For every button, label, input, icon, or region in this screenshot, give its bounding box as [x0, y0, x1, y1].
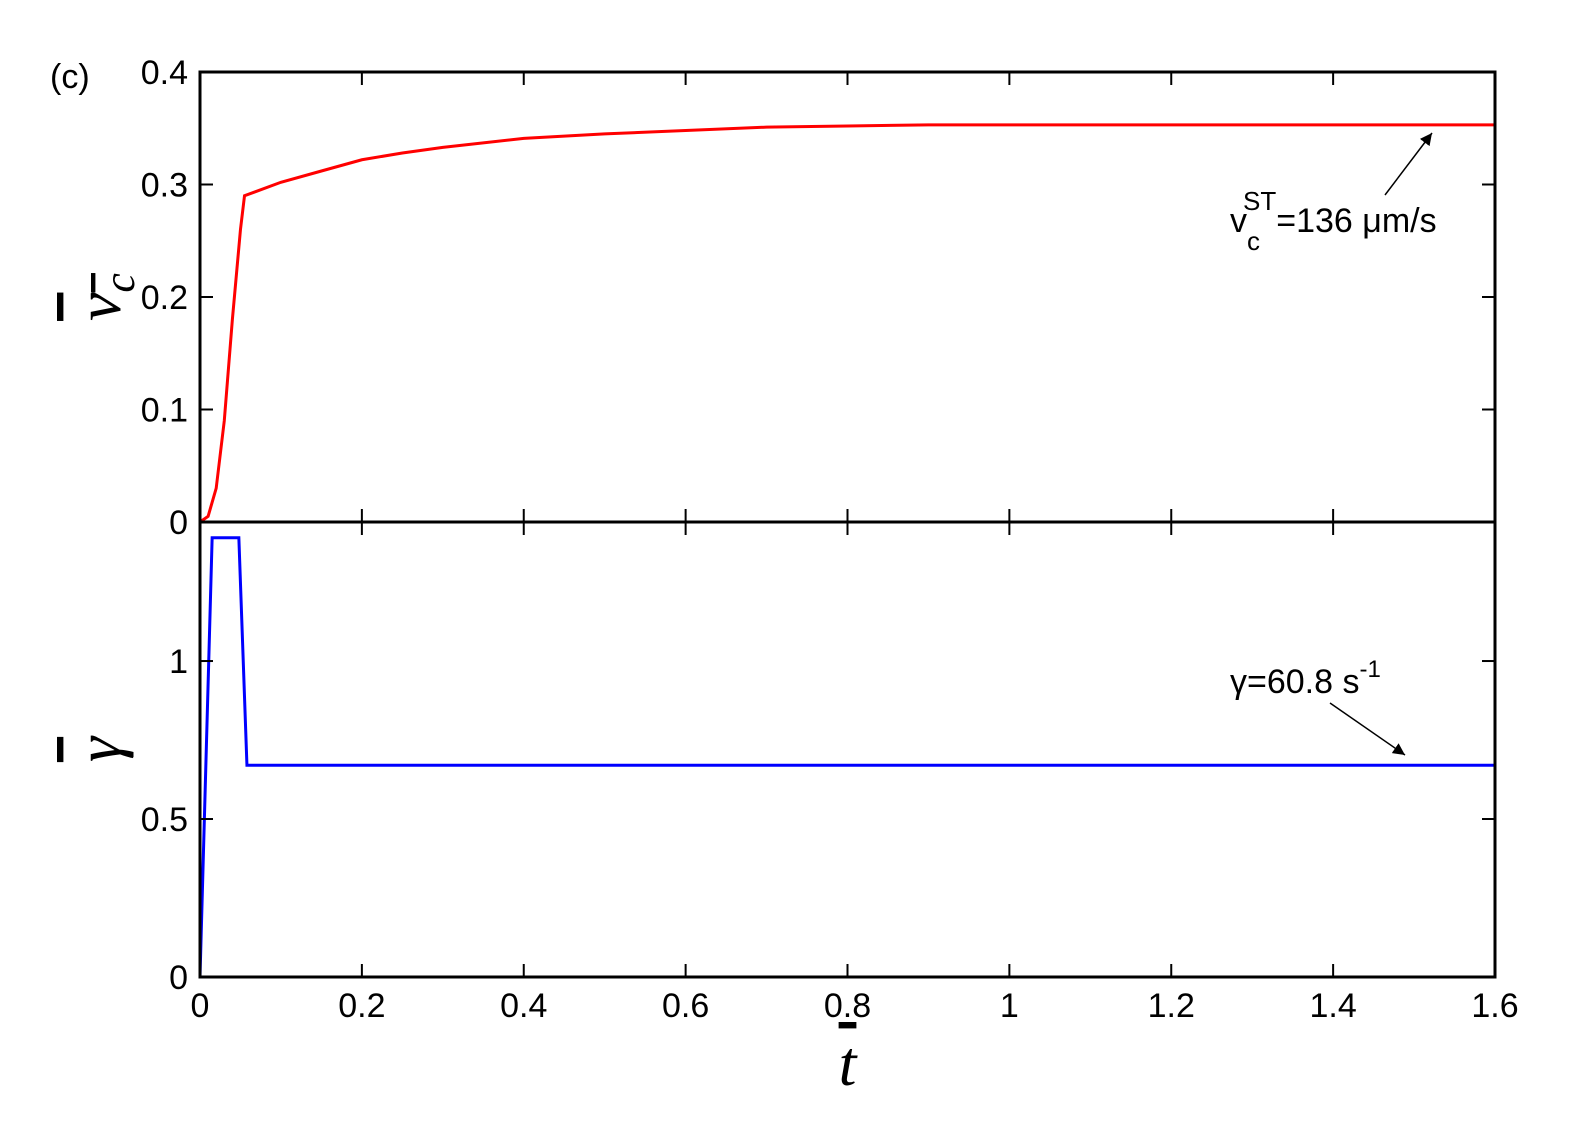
- annotation-text: v: [1230, 202, 1247, 240]
- x-tick-label: 0.4: [500, 987, 547, 1025]
- y-tick-label: 0.3: [141, 167, 188, 205]
- y-axis-label-main: v: [63, 292, 134, 321]
- y-axis-label: γ: [63, 735, 134, 762]
- x-axis-label: t: [839, 1028, 859, 1099]
- x-tick-label: 0: [191, 987, 210, 1025]
- x-tick-label: 0.2: [338, 987, 385, 1025]
- annotation-sub: c: [1247, 226, 1260, 256]
- y-axis-label-sub: c: [95, 273, 144, 293]
- annotation-text: γ=60.8 s: [1230, 663, 1359, 701]
- y-tick-label: 0: [169, 504, 188, 542]
- y-tick-label: 1: [169, 643, 188, 681]
- annotation-sup: ST: [1243, 186, 1276, 216]
- x-tick-label: 1.6: [1471, 987, 1518, 1025]
- axes-frame: [198, 520, 1497, 979]
- annotation-text: =136 μm/s: [1276, 202, 1436, 240]
- annotation: vc ST=136 μm/s: [1230, 186, 1437, 256]
- y-tick-label: 0.4: [141, 54, 188, 92]
- y-tick-label: 0.2: [141, 279, 188, 317]
- y-axis-label: vc: [63, 273, 144, 321]
- data-line: [199, 123, 1495, 524]
- x-tick-label: 0.6: [662, 987, 709, 1025]
- annotation: γ=60.8 s-1: [1230, 656, 1381, 701]
- arrow: [1329, 702, 1406, 756]
- y-tick-label: 0.1: [141, 392, 188, 430]
- panel-label: (c): [50, 58, 90, 96]
- y-tick-label: 0.5: [141, 801, 188, 839]
- data-line: [198, 536, 1495, 978]
- arrow: [1384, 132, 1433, 196]
- y-tick-label: 0: [169, 959, 188, 997]
- x-tick-label: 0.8: [824, 987, 871, 1025]
- y-axis-label-main: γ: [63, 735, 134, 762]
- annotation-sup: -1: [1359, 656, 1380, 683]
- axes-frame: [198, 70, 1497, 524]
- x-tick-label: 1.4: [1309, 987, 1356, 1025]
- x-tick-label: 1: [1000, 987, 1019, 1025]
- x-tick-label: 1.2: [1148, 987, 1195, 1025]
